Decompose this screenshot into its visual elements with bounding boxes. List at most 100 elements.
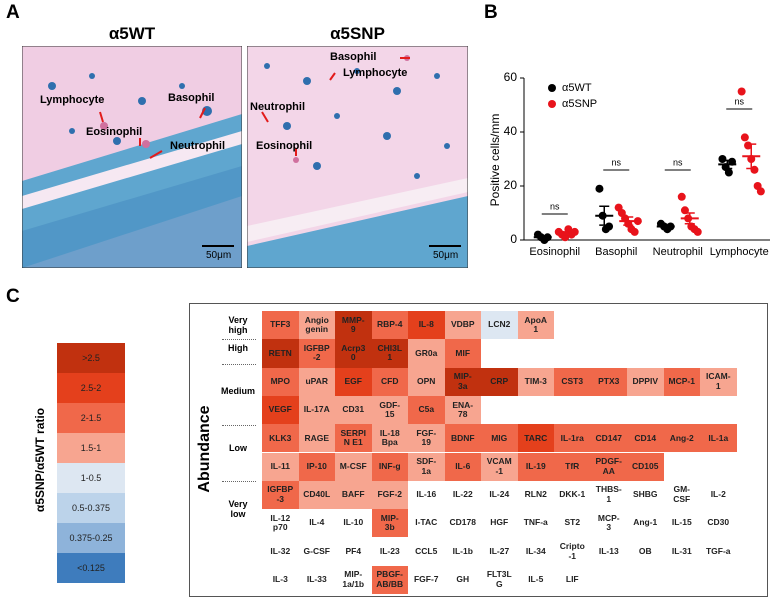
x-tick-label: Neutrophil <box>653 246 703 258</box>
heatmap-cell: CHI3L 1 <box>371 339 408 368</box>
heatmap-cell: IL-16 <box>416 489 437 500</box>
heatmap-cell: KLK3 <box>262 424 299 453</box>
error-bar <box>746 143 757 170</box>
error-bar <box>537 235 548 240</box>
y-axis-label: Positive cells/mm <box>488 114 502 207</box>
legend-label: α5SNP <box>562 98 597 110</box>
heatmap-cell: IL-8 <box>408 311 445 340</box>
scale-bar-label: 50μm <box>433 250 459 261</box>
data-point <box>605 222 614 231</box>
heatmap-cell: FGF-2 <box>371 480 408 510</box>
heatmap-cell: TGF-a <box>705 545 731 556</box>
heatmap-cell: GDF- 15 <box>371 395 408 425</box>
data-point <box>693 227 702 236</box>
chart: 0 20 40 60 Positive cells/mm α5WT α5SNP Eosinop… <box>488 70 770 258</box>
heatmap-frame <box>189 303 768 597</box>
heatmap-cell: BAFF <box>335 480 372 510</box>
heatmap-cell: MIP- 1a/1b <box>342 569 365 589</box>
histology-image <box>22 46 242 268</box>
heatmap-cell: MIG <box>481 424 518 453</box>
heatmap-cell: IL-6 <box>444 452 481 481</box>
heatmap-cell: IL-18 Bpa <box>371 424 408 453</box>
significance-label: ns <box>734 96 744 106</box>
error-bar <box>623 216 634 226</box>
heatmap-cell: CD147 <box>590 424 627 453</box>
heatmap-cell: M-CSF <box>335 452 372 481</box>
heatmap-cell: OPN <box>408 367 445 396</box>
data-point <box>737 87 746 96</box>
heatmap-cell: INF-g <box>371 452 408 481</box>
heatmap-cell: FLT3L G <box>486 569 512 589</box>
error-bar <box>599 205 610 226</box>
significance-label: ns <box>673 157 683 167</box>
heatmap-cell: IL-13 <box>598 545 619 556</box>
heatmap-cell: IL-3 <box>272 574 288 585</box>
heatmap-cell: TFF3 <box>262 311 299 340</box>
heatmap-cell: IL-1a <box>700 424 737 453</box>
heatmap-cell: CD31 <box>335 395 372 425</box>
heatmap-cell: MIP- 3a <box>444 367 481 396</box>
heatmap-cell: SHBG <box>632 489 658 500</box>
legend-swatch: 2-1.5 <box>57 403 125 433</box>
heatmap-cell: IL-27 <box>489 545 510 556</box>
heatmap-cell: EGF <box>335 367 372 396</box>
cell-annotation: Neutrophil <box>170 140 225 152</box>
heatmap-cell: MCP- 3 <box>597 512 620 533</box>
heatmap-cell: IL-10 <box>343 517 364 528</box>
heatmap-cell: OB <box>638 545 652 556</box>
data-point <box>570 227 579 236</box>
panel-label: A <box>6 2 20 23</box>
cell-annotation: Neutrophil <box>250 101 305 113</box>
row-label: Very high <box>228 315 248 336</box>
heatmap-cell: IL-2 <box>710 489 726 500</box>
heatmap-cell: FGF- 19 <box>408 424 445 453</box>
legend-swatch: 1-0.5 <box>57 463 125 493</box>
error-bar <box>660 224 671 229</box>
image-title: α5SNP <box>330 24 385 43</box>
y-tick-label: 20 <box>504 178 518 192</box>
heatmap-cell: LCN2 <box>481 311 518 340</box>
heatmap-cell: CD40L <box>298 480 335 510</box>
heatmap-cell: TfR <box>554 452 591 481</box>
heatmap-cell: IGFBP -2 <box>298 339 335 368</box>
heatmap-cell: HGF <box>490 517 509 528</box>
data-point <box>633 217 642 226</box>
data-point <box>630 227 639 236</box>
heatmap-cell: RETN <box>262 339 299 368</box>
heatmap-cell: SERPI N E1 <box>335 424 372 453</box>
heatmap-cell: CD30 <box>707 517 730 528</box>
histology-image <box>247 46 468 268</box>
separator <box>222 425 256 426</box>
y-tick-label: 60 <box>504 70 518 84</box>
heatmap-cell: VEGF <box>262 395 299 425</box>
legend-swatch: 0.375-0.25 <box>57 523 125 553</box>
image-title: α5WT <box>108 24 156 43</box>
row-label: Very low <box>228 499 248 520</box>
cell-annotation: Lymphocyte <box>343 67 408 79</box>
heatmap-cell: C5a <box>408 395 445 425</box>
heatmap-cell: GM- CSF <box>673 484 691 504</box>
heatmap-cell: CCL5 <box>415 545 438 556</box>
cell-annotation: Eosinophil <box>256 140 313 152</box>
heatmap-cell: DKK-1 <box>559 489 586 500</box>
heatmap-cell: IL-33 <box>306 574 327 585</box>
heatmap-cell: RBP-4 <box>371 311 408 340</box>
cell-annotation: Basophil <box>330 51 377 63</box>
separator <box>222 364 256 365</box>
heatmap-cell: BDNF <box>444 424 481 453</box>
panel-label: C <box>6 286 20 307</box>
heatmap-cell: FGF-7 <box>413 574 439 585</box>
heatmap-cell: IP-10 <box>298 452 335 481</box>
heatmap-cell: IL-17A <box>298 395 335 425</box>
legend-marker <box>548 84 556 92</box>
heatmap-cell: MPO <box>262 367 299 396</box>
panel-label: B <box>484 2 498 23</box>
heatmap-cell: CD105 <box>627 452 664 481</box>
y-tick-label: 0 <box>510 232 517 246</box>
heatmap-cell: PDGF- AA <box>590 452 627 481</box>
data-point <box>724 168 733 177</box>
heatmap-cell: ST2 <box>564 517 581 528</box>
heatmap-cell: IL-15 <box>671 517 692 528</box>
data-point <box>595 184 604 193</box>
